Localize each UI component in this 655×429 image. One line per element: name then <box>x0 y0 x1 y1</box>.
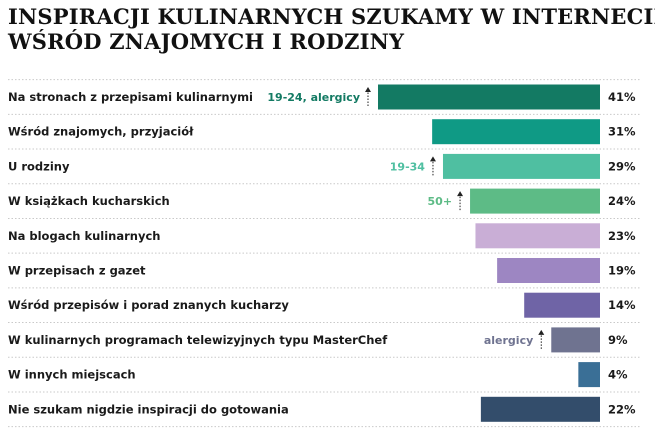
annotation-label: alergicy <box>484 334 533 347</box>
up-arrow-icon <box>429 156 436 162</box>
value-label: 14% <box>608 298 636 312</box>
annotation-label: 19-24, alergicy <box>267 91 360 104</box>
bar <box>378 84 600 110</box>
bar <box>470 188 600 214</box>
value-label: 9% <box>608 333 628 347</box>
bar <box>432 119 600 145</box>
annotation-label: 50+ <box>428 195 453 208</box>
bar <box>497 258 600 283</box>
annotation-label: 19-34 <box>390 160 426 173</box>
category-label: W przepisach z gazet <box>8 264 146 278</box>
value-label: 29% <box>608 159 636 173</box>
value-label: 23% <box>608 229 636 243</box>
up-arrow-icon <box>365 87 371 92</box>
category-label: Wśród przepisów i porad znanych kucharzy <box>8 298 289 312</box>
chart-title: INSPIRACJI KULINARNYCH SZUKAMY W INTERNE… <box>8 4 655 54</box>
bar <box>442 153 600 179</box>
category-label: W kulinarnych programach telewizyjnych t… <box>8 333 388 347</box>
value-label: 24% <box>608 194 636 208</box>
chart-title-line-1: INSPIRACJI KULINARNYCH SZUKAMY W INTERNE… <box>8 4 655 29</box>
category-label: Nie szukam nigdzie inspiracji do gotowan… <box>8 402 289 416</box>
bar <box>475 223 600 249</box>
category-label: U rodziny <box>8 159 70 173</box>
value-label: 31% <box>608 125 636 139</box>
up-arrow-icon <box>457 191 464 197</box>
category-label: Na blogach kulinarnych <box>8 229 161 243</box>
category-label: W innych miejscach <box>8 368 136 382</box>
value-label: 19% <box>608 264 636 278</box>
bar <box>524 292 600 318</box>
value-label: 4% <box>608 368 628 382</box>
bar <box>551 327 600 353</box>
chart-title-line-2: WŚRÓD ZNAJOMYCH I RODZINY <box>8 29 405 54</box>
up-arrow-icon <box>538 329 545 335</box>
category-label: Na stronach z przepisami kulinarnymi <box>8 90 253 104</box>
value-label: 22% <box>608 402 636 416</box>
bar <box>480 396 600 422</box>
bar <box>578 362 600 388</box>
category-label: W książkach kucharskich <box>8 194 170 208</box>
category-label: Wśród znajomych, przyjaciół <box>8 125 194 139</box>
value-label: 41% <box>608 90 636 104</box>
